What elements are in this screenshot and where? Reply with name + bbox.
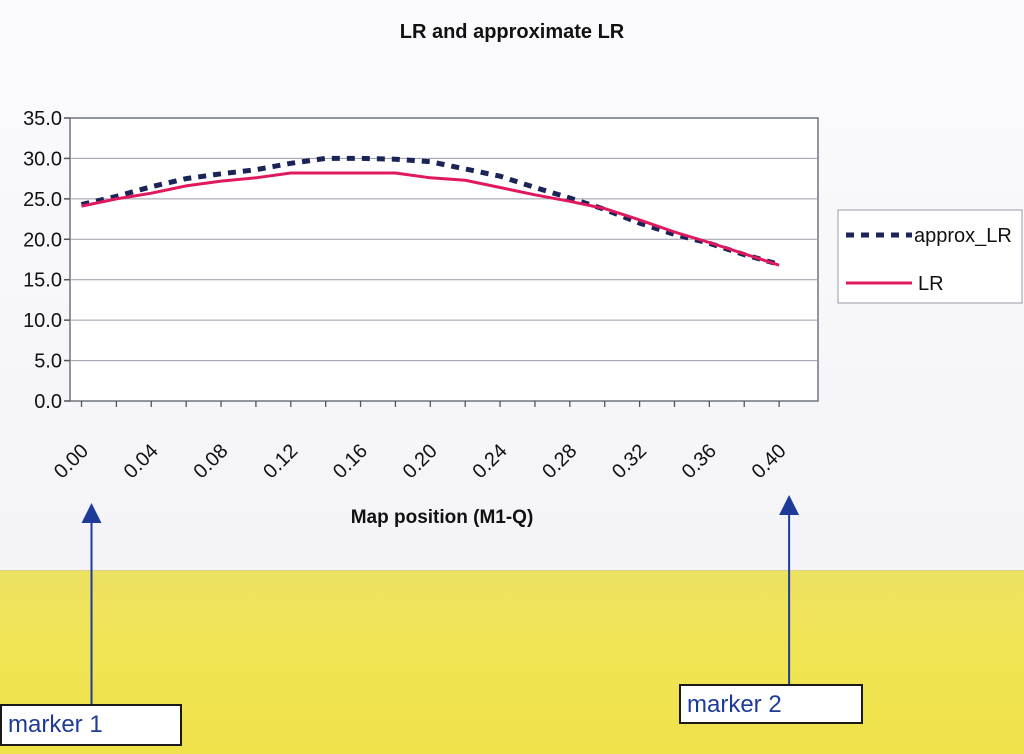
x-tick-label: 0.00 [50, 440, 93, 483]
plot-area [69, 117, 819, 402]
y-tick-label: 15.0 [23, 270, 62, 292]
legend-label-approx-lr: approx_LR [914, 225, 1012, 247]
y-tick-label: 30.0 [23, 148, 62, 170]
legend: approx_LR LR [837, 209, 1023, 304]
series-line-lr [81, 171, 780, 267]
legend-label-lr: LR [918, 273, 944, 295]
x-tick-label: 0.36 [678, 440, 721, 483]
y-tick-label: 25.0 [23, 189, 62, 211]
x-tick-label: 0.08 [189, 440, 232, 483]
y-tick-label: 35.0 [23, 108, 62, 130]
y-tick-label: 5.0 [34, 351, 62, 373]
y-tick-label: 10.0 [23, 310, 62, 332]
chart-title: LR and approximate LR [400, 21, 625, 43]
x-tick-label: 0.32 [608, 440, 651, 483]
x-tick-label: 0.40 [748, 440, 791, 483]
x-tick-label: 0.28 [538, 440, 581, 483]
x-tick-label: 0.20 [399, 440, 442, 483]
legend-box [837, 209, 1023, 304]
x-tick-label: 0.24 [469, 440, 512, 483]
y-tick-label: 20.0 [23, 229, 62, 251]
x-tick-label: 0.12 [259, 440, 302, 483]
x-tick-label: 0.16 [329, 440, 372, 483]
marker-1-arrow-head [81, 503, 102, 523]
marker-1-label: marker 1 [0, 704, 182, 746]
marker-2-label: marker 2 [679, 684, 863, 724]
y-tick-label: 0.0 [34, 391, 62, 413]
x-axis-label: Map position (M1-Q) [351, 507, 534, 528]
x-tick-label: 0.04 [120, 440, 163, 483]
marker-2-arrow-head [779, 495, 800, 515]
